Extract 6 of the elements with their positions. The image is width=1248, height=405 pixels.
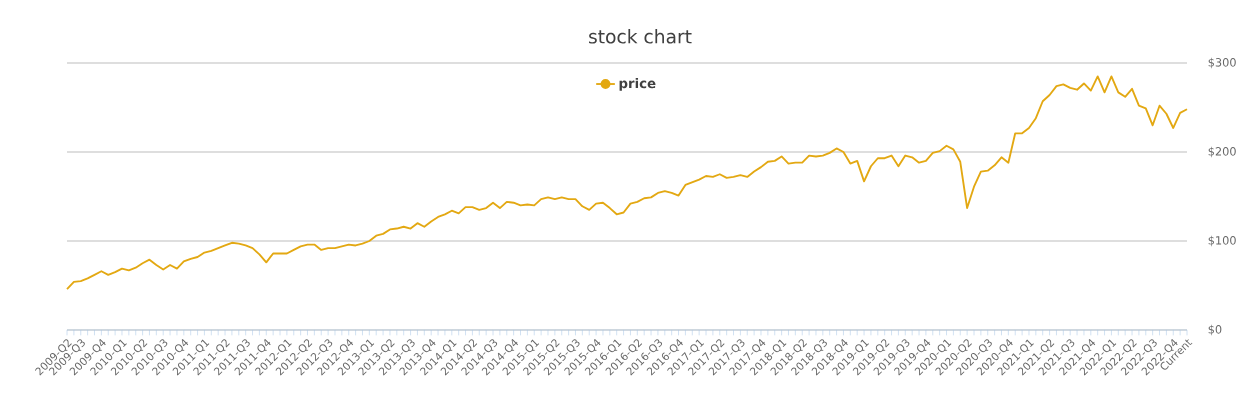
y-tick-label: $200: [1208, 146, 1236, 158]
y-tick-label: $300: [1208, 57, 1236, 69]
chart-title: stock chart: [589, 29, 692, 44]
y-tick-label: $100: [1208, 235, 1236, 247]
y-tick-label: $0: [1208, 324, 1222, 336]
legend-label: price: [619, 77, 656, 91]
